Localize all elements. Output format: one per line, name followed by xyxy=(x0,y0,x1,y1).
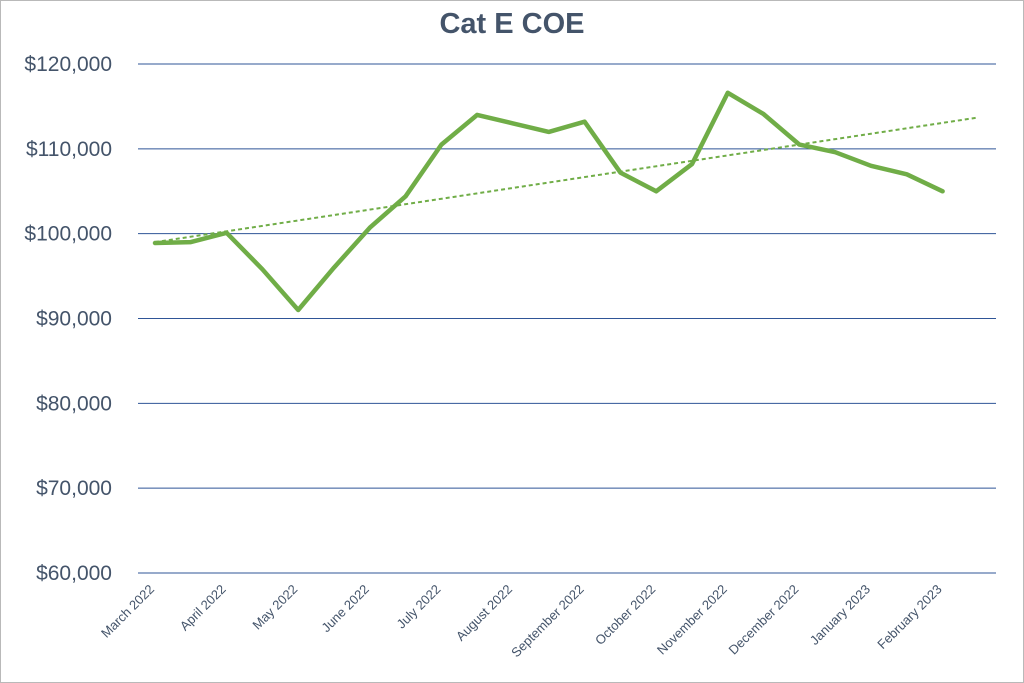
x-tick-label: November 2022 xyxy=(654,582,730,658)
x-tick-label: June 2022 xyxy=(318,582,372,636)
x-tick-label: October 2022 xyxy=(592,582,658,648)
x-tick-label: August 2022 xyxy=(453,582,515,644)
y-tick-label: $80,000 xyxy=(36,392,112,415)
y-tick-label: $110,000 xyxy=(26,138,112,161)
x-tick-label: January 2023 xyxy=(807,582,873,648)
chart-title: Cat E COE xyxy=(439,8,585,40)
y-tick-label: $60,000 xyxy=(36,562,112,585)
x-tick-label: April 2022 xyxy=(177,582,229,634)
y-tick-label: $70,000 xyxy=(36,477,112,500)
x-tick-label: December 2022 xyxy=(726,582,802,658)
x-tick-label: July 2022 xyxy=(394,582,444,632)
trendline xyxy=(154,116,979,244)
y-tick-label: $120,000 xyxy=(24,53,112,76)
x-tick-label: February 2023 xyxy=(874,582,944,652)
x-tick-label: May 2022 xyxy=(249,582,300,633)
y-tick-label: $100,000 xyxy=(24,223,112,246)
series-line xyxy=(152,90,945,313)
x-tick-label: March 2022 xyxy=(98,582,157,641)
x-tick-label: September 2022 xyxy=(508,582,587,661)
y-tick-label: $90,000 xyxy=(36,308,112,331)
